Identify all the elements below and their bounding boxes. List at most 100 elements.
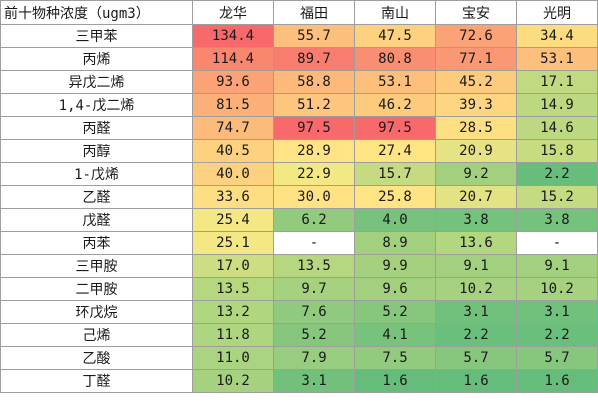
concentration-cell: 2.2 xyxy=(435,323,517,347)
table-row: 丁醛 10.2 3.1 1.6 1.6 1.6 xyxy=(0,369,598,393)
concentration-cell: 58.8 xyxy=(273,70,355,94)
concentration-cell: 15.2 xyxy=(516,185,598,209)
concentration-cell: 17.1 xyxy=(516,70,598,94)
concentration-cell: 28.5 xyxy=(435,116,517,140)
concentration-cell: 114.4 xyxy=(192,47,274,71)
table-body: 三甲苯 134.4 55.7 47.5 72.6 34.4 丙烯 114.4 89.7 80.8 7… xyxy=(0,24,598,393)
concentration-cell: 15.7 xyxy=(354,162,436,186)
district-header: 福田 xyxy=(273,0,355,25)
concentration-cell: 9.7 xyxy=(273,277,355,301)
concentration-cell: 1.6 xyxy=(516,369,598,393)
concentration-cell: 3.1 xyxy=(435,300,517,324)
species-name: 丙苯 xyxy=(0,231,193,255)
concentration-cell: 5.7 xyxy=(516,346,598,370)
concentration-cell: 25.1 xyxy=(192,231,274,255)
concentration-cell: 3.1 xyxy=(516,300,598,324)
species-name: 丙醇 xyxy=(0,139,193,163)
species-name: 丁醛 xyxy=(0,369,193,393)
species-name: 二甲胺 xyxy=(0,277,193,301)
concentration-cell: 7.9 xyxy=(273,346,355,370)
concentration-cell: 53.1 xyxy=(354,70,436,94)
concentration-cell: 93.6 xyxy=(192,70,274,94)
concentration-cell: 97.5 xyxy=(273,116,355,140)
concentration-cell: 27.4 xyxy=(354,139,436,163)
district-header: 龙华 xyxy=(192,0,274,25)
table-row: 丙苯 25.1-8.9 13.6- xyxy=(0,231,598,255)
concentration-cell: 10.2 xyxy=(192,369,274,393)
species-name: 己烯 xyxy=(0,323,193,347)
species-name: 乙醛 xyxy=(0,185,193,209)
table-row: 丙醛 74.7 97.5 97.5 28.5 14.6 xyxy=(0,116,598,140)
concentration-cell: 3.8 xyxy=(435,208,517,232)
concentration-cell: 13.5 xyxy=(273,254,355,278)
concentration-cell: 28.9 xyxy=(273,139,355,163)
table-row: 乙醛 33.6 30.0 25.8 20.7 15.2 xyxy=(0,185,598,209)
table-row: 1,4-戊二烯 81.5 51.2 46.2 39.3 14.9 xyxy=(0,93,598,117)
concentration-cell: 51.2 xyxy=(273,93,355,117)
table-row: 三甲苯 134.4 55.7 47.5 72.6 34.4 xyxy=(0,24,598,48)
concentration-cell: 25.4 xyxy=(192,208,274,232)
concentration-cell: 8.9 xyxy=(354,231,436,255)
species-name: 三甲胺 xyxy=(0,254,193,278)
concentration-cell: 134.4 xyxy=(192,24,274,48)
species-name: 戊醛 xyxy=(0,208,193,232)
concentration-cell: 40.0 xyxy=(192,162,274,186)
concentration-cell: 74.7 xyxy=(192,116,274,140)
table-row: 乙酸 11.0 7.9 7.5 5.7 5.7 xyxy=(0,346,598,370)
concentration-cell: 7.5 xyxy=(354,346,436,370)
concentration-cell: 10.2 xyxy=(435,277,517,301)
species-name: 异戊二烯 xyxy=(0,70,193,94)
concentration-cell: 9.9 xyxy=(354,254,436,278)
concentration-cell: 40.5 xyxy=(192,139,274,163)
concentration-cell: 15.8 xyxy=(516,139,598,163)
concentration-cell: 4.1 xyxy=(354,323,436,347)
concentration-cell: 9.1 xyxy=(435,254,517,278)
concentration-cell: 33.6 xyxy=(192,185,274,209)
table-row: 1-戊烯 40.0 22.9 15.7 9.2 2.2 xyxy=(0,162,598,186)
concentration-cell: 9.6 xyxy=(354,277,436,301)
species-name: 丙醛 xyxy=(0,116,193,140)
concentration-cell: - xyxy=(273,231,355,255)
species-name: 1-戊烯 xyxy=(0,162,193,186)
concentration-cell: 2.2 xyxy=(516,162,598,186)
concentration-cell: - xyxy=(516,231,598,255)
concentration-cell: 89.7 xyxy=(273,47,355,71)
concentration-cell: 39.3 xyxy=(435,93,517,117)
concentration-cell: 55.7 xyxy=(273,24,355,48)
concentration-cell: 3.8 xyxy=(516,208,598,232)
concentration-cell: 5.2 xyxy=(354,300,436,324)
concentration-cell: 3.1 xyxy=(273,369,355,393)
corner-header: 前十物种浓度（ugm3） xyxy=(0,0,193,25)
concentration-cell: 20.7 xyxy=(435,185,517,209)
concentration-cell: 47.5 xyxy=(354,24,436,48)
concentration-cell: 34.4 xyxy=(516,24,598,48)
species-name: 环戊烷 xyxy=(0,300,193,324)
table-row: 环戊烷 13.2 7.6 5.2 3.1 3.1 xyxy=(0,300,598,324)
concentration-cell: 46.2 xyxy=(354,93,436,117)
concentration-cell: 80.8 xyxy=(354,47,436,71)
concentration-cell: 14.9 xyxy=(516,93,598,117)
concentration-cell: 11.0 xyxy=(192,346,274,370)
concentration-cell: 2.2 xyxy=(516,323,598,347)
concentration-cell: 72.6 xyxy=(435,24,517,48)
concentration-cell: 45.2 xyxy=(435,70,517,94)
table-row: 异戊二烯 93.6 58.8 53.1 45.2 17.1 xyxy=(0,70,598,94)
concentration-cell: 14.6 xyxy=(516,116,598,140)
table-row: 二甲胺 13.5 9.7 9.6 10.2 10.2 xyxy=(0,277,598,301)
species-name: 1,4-戊二烯 xyxy=(0,93,193,117)
concentration-cell: 77.1 xyxy=(435,47,517,71)
concentration-cell: 13.5 xyxy=(192,277,274,301)
species-name: 乙酸 xyxy=(0,346,193,370)
concentration-cell: 11.8 xyxy=(192,323,274,347)
concentration-cell: 81.5 xyxy=(192,93,274,117)
concentration-cell: 13.2 xyxy=(192,300,274,324)
concentration-cell: 13.6 xyxy=(435,231,517,255)
concentration-cell: 10.2 xyxy=(516,277,598,301)
table-row: 己烯 11.8 5.2 4.1 2.2 2.2 xyxy=(0,323,598,347)
table-row: 丙烯 114.4 89.7 80.8 77.1 53.1 xyxy=(0,47,598,71)
table-row: 三甲胺 17.0 13.5 9.9 9.1 9.1 xyxy=(0,254,598,278)
species-name: 丙烯 xyxy=(0,47,193,71)
concentration-cell: 1.6 xyxy=(435,369,517,393)
header-row: 前十物种浓度（ugm3） 龙华 福田 南山 宝安 光明 xyxy=(0,0,598,25)
concentration-cell: 9.2 xyxy=(435,162,517,186)
